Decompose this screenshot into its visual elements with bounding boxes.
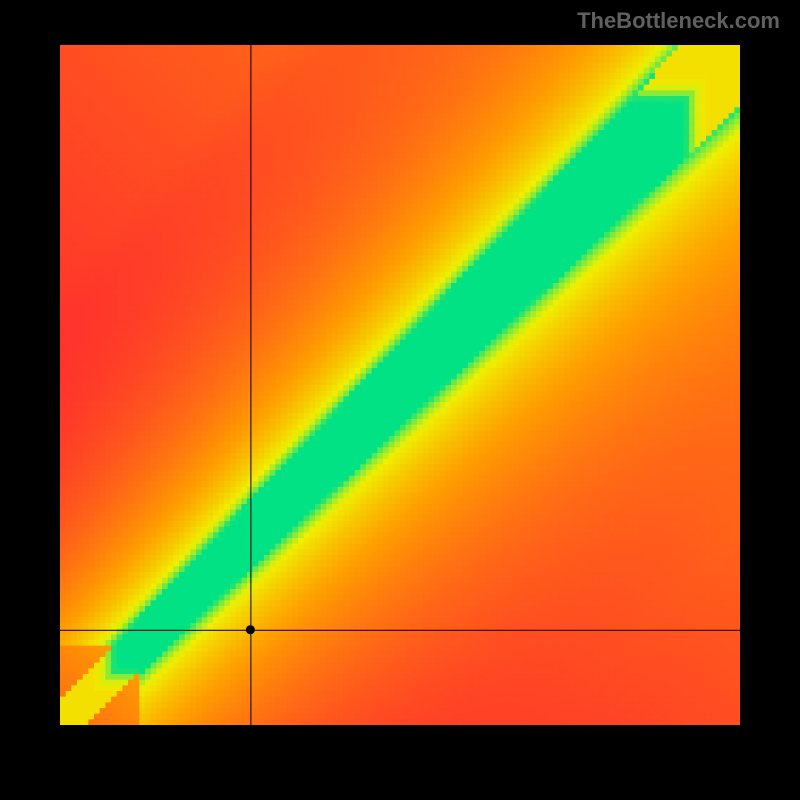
chart-container: TheBottleneck.com [0,0,800,800]
heatmap-canvas [60,45,740,725]
watermark-text: TheBottleneck.com [577,8,780,34]
heatmap-region [60,45,740,725]
